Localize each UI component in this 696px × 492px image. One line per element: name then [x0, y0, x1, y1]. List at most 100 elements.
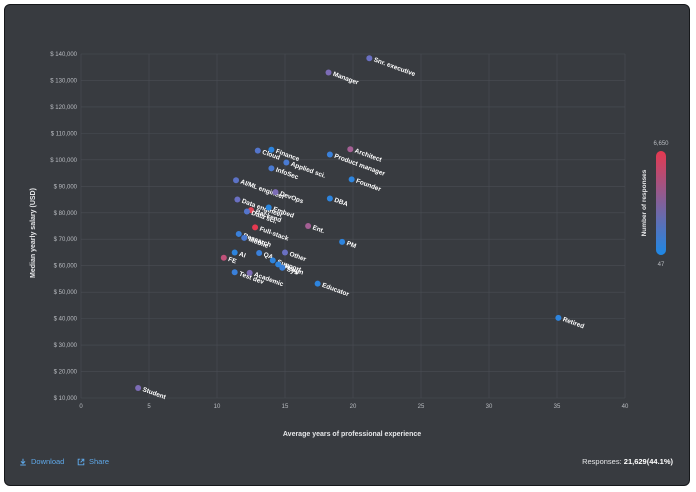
- data-point[interactable]: Student: [135, 384, 167, 401]
- point-marker[interactable]: [220, 254, 227, 261]
- x-tick-label: 25: [418, 404, 425, 410]
- point-marker[interactable]: [235, 230, 242, 237]
- point-label: Founder: [355, 178, 382, 194]
- point-label: Manager: [332, 71, 360, 87]
- y-tick-label: $ 110,000: [51, 131, 78, 137]
- chart-panel: $ 10,000 $ 20,000 $ 30,000 $ 40,000 $ 50,000…: [4, 4, 690, 486]
- data-point[interactable]: AI: [231, 249, 247, 260]
- point-marker[interactable]: [283, 159, 290, 166]
- point-marker[interactable]: [269, 257, 276, 264]
- y-tick-label: $ 120,000: [50, 105, 77, 111]
- data-point[interactable]: AI/ML engineer: [233, 177, 286, 201]
- scatter-chart: $ 10,000 $ 20,000 $ 30,000 $ 40,000 $ 50,000…: [30, 52, 669, 438]
- legend-title: Number of responses: [641, 169, 648, 236]
- point-marker[interactable]: [241, 234, 248, 241]
- y-tick-label: $ 90,000: [54, 184, 78, 190]
- responses-percent: (44.1%): [646, 457, 673, 466]
- point-label: Other: [288, 251, 307, 264]
- point-marker[interactable]: [268, 146, 275, 153]
- point-marker[interactable]: [326, 195, 333, 202]
- point-label: QA: [262, 251, 274, 261]
- point-label: DevOps: [279, 190, 305, 205]
- data-point[interactable]: Founder: [348, 176, 383, 194]
- point-marker[interactable]: [135, 384, 142, 391]
- point-marker[interactable]: [275, 261, 282, 268]
- data-point[interactable]: Mobile: [241, 234, 270, 250]
- point-marker[interactable]: [347, 146, 354, 153]
- data-point[interactable]: Educator: [314, 280, 351, 299]
- y-tick-label: $ 70,000: [54, 237, 78, 243]
- point-marker[interactable]: [268, 165, 275, 172]
- y-tick-label: $ 30,000: [54, 343, 78, 349]
- x-tick-label: 15: [282, 404, 289, 410]
- point-marker[interactable]: [234, 196, 241, 203]
- y-tick-label: $ 60,000: [54, 264, 78, 270]
- point-label: Retired: [562, 316, 585, 330]
- y-tick-label: $ 50,000: [54, 290, 78, 296]
- point-marker[interactable]: [366, 55, 373, 62]
- data-point[interactable]: PM: [339, 238, 357, 250]
- point-label: FE: [227, 256, 238, 266]
- y-tick-label: $ 80,000: [54, 211, 78, 217]
- point-marker[interactable]: [326, 151, 333, 158]
- y-tick-label: $ 130,000: [50, 78, 77, 84]
- point-label: Sys: [286, 266, 300, 277]
- point-marker[interactable]: [233, 177, 240, 184]
- share-button[interactable]: Share: [77, 457, 109, 466]
- point-marker[interactable]: [265, 204, 272, 211]
- point-marker[interactable]: [325, 69, 332, 76]
- data-point[interactable]: FE: [220, 254, 238, 266]
- x-tick-label: 5: [147, 404, 151, 410]
- point-label: DBA: [333, 197, 349, 208]
- point-marker[interactable]: [231, 249, 238, 256]
- y-tick-label: $ 10,000: [54, 396, 78, 402]
- x-tick-label: 35: [554, 404, 561, 410]
- download-label: Download: [31, 457, 65, 466]
- x-tick-label: 30: [486, 404, 493, 410]
- y-tick-label: $ 140,000: [50, 52, 77, 58]
- share-label: Share: [89, 457, 110, 466]
- point-marker[interactable]: [272, 189, 279, 196]
- point-label: PM: [345, 240, 357, 250]
- chart-footer: Download Share Responses: 21,629(44.1%): [5, 457, 689, 471]
- data-point[interactable]: DBA: [326, 195, 349, 208]
- y-tick-label: $ 40,000: [54, 317, 78, 323]
- point-marker[interactable]: [246, 269, 253, 276]
- point-marker[interactable]: [279, 264, 286, 271]
- point-marker[interactable]: [348, 176, 355, 183]
- point-marker[interactable]: [243, 208, 250, 215]
- x-tick-label: 0: [79, 404, 83, 410]
- data-point[interactable]: Sys: [279, 264, 300, 277]
- data-point[interactable]: QA: [256, 249, 274, 261]
- data-point[interactable]: Snr. executive: [366, 55, 416, 78]
- share-icon: [77, 458, 85, 465]
- point-label: AI: [238, 251, 247, 260]
- data-point[interactable]: Manager: [325, 69, 360, 87]
- y-axis-ticks: $ 10,000 $ 20,000 $ 30,000 $ 40,000 $ 50,000…: [50, 52, 77, 402]
- point-marker[interactable]: [282, 249, 288, 256]
- point-marker[interactable]: [314, 280, 321, 287]
- point-marker[interactable]: [256, 249, 263, 256]
- color-legend: 6,650 47 Number of responses: [641, 141, 669, 268]
- y-tick-label: $ 100,000: [50, 158, 77, 164]
- point-marker[interactable]: [339, 238, 346, 245]
- x-tick-label: 40: [622, 404, 629, 410]
- point-label: Snr. executive: [373, 57, 417, 79]
- x-tick-label: 10: [214, 404, 221, 410]
- point-marker[interactable]: [305, 223, 312, 229]
- data-point[interactable]: Retired: [555, 314, 585, 331]
- grid-lines: [80, 53, 626, 399]
- point-label: AI/ML engineer: [239, 179, 286, 202]
- point-marker[interactable]: [555, 314, 562, 321]
- x-axis-ticks: 0 5 10 15 20 25 30 35 40: [79, 404, 629, 410]
- download-button[interactable]: Download: [19, 457, 64, 466]
- point-label: Ent.: [311, 224, 325, 235]
- point-label: Student: [141, 386, 167, 401]
- x-axis-title: Average years of professional experience: [283, 431, 421, 438]
- point-marker[interactable]: [252, 224, 259, 231]
- data-point[interactable]: Ent.: [305, 223, 326, 235]
- legend-max-label: 6,650: [653, 141, 669, 147]
- responses-count: 21,629: [623, 457, 647, 466]
- point-marker[interactable]: [254, 147, 261, 154]
- point-marker[interactable]: [231, 269, 238, 276]
